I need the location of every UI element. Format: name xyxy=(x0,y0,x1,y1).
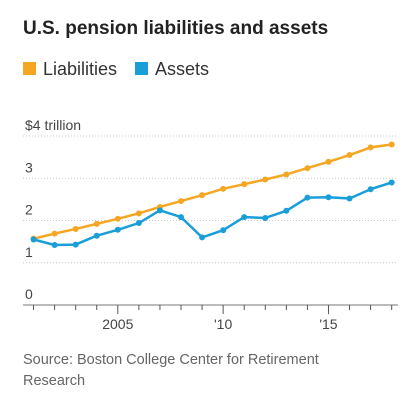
y-tick-label-3: 3 xyxy=(25,159,33,175)
legend-label-assets: Assets xyxy=(155,59,209,79)
series-line-liabilities xyxy=(33,143,392,240)
data-point-liabilities-2016 xyxy=(346,152,353,159)
series-liabilities xyxy=(30,141,395,242)
chart-title: U.S. pension liabilities and assets xyxy=(23,18,328,39)
data-point-assets-2003 xyxy=(72,241,79,248)
data-point-liabilities-2012 xyxy=(262,176,269,183)
data-point-assets-2015 xyxy=(325,194,332,201)
data-point-liabilities-2003 xyxy=(72,225,79,232)
data-point-assets-2006 xyxy=(135,220,142,227)
y-tick-label-4: $4 trillion xyxy=(25,117,81,133)
data-point-liabilities-2004 xyxy=(93,220,100,227)
grid: 0 1 2 3 $4 trillion xyxy=(23,117,398,302)
x-axis: 2005 '10 '15 xyxy=(23,304,398,332)
data-point-liabilities-2009 xyxy=(199,192,206,199)
data-point-liabilities-2010 xyxy=(220,185,227,192)
x-tick-label-2015: '15 xyxy=(319,316,337,332)
data-point-assets-2005 xyxy=(114,226,121,233)
data-point-liabilities-2018 xyxy=(388,141,395,148)
y-tick-label-2: 2 xyxy=(25,202,33,218)
legend-swatch-assets xyxy=(135,62,148,75)
data-point-assets-2001 xyxy=(30,236,37,243)
data-point-liabilities-2011 xyxy=(241,181,248,188)
data-point-assets-2017 xyxy=(367,186,374,193)
y-tick-label-1: 1 xyxy=(25,244,33,260)
data-point-liabilities-2015 xyxy=(325,158,332,165)
data-point-liabilities-2002 xyxy=(51,230,58,237)
source-line-1: Source: Boston College Center for Retire… xyxy=(23,352,319,368)
data-point-assets-2010 xyxy=(220,227,227,234)
legend-item-liabilities: Liabilities xyxy=(23,59,117,79)
data-point-assets-2008 xyxy=(178,214,185,221)
data-point-assets-2004 xyxy=(93,232,100,239)
x-tick-label-2010: '10 xyxy=(214,316,232,332)
data-point-assets-2007 xyxy=(156,207,163,214)
data-point-assets-2016 xyxy=(346,195,353,202)
data-point-assets-2013 xyxy=(283,207,290,214)
series-assets xyxy=(30,179,395,249)
data-point-liabilities-2014 xyxy=(304,165,311,172)
legend-label-liabilities: Liabilities xyxy=(43,59,117,79)
source-line-2: Research xyxy=(23,373,85,389)
data-point-assets-2002 xyxy=(51,242,58,249)
data-point-assets-2018 xyxy=(388,179,395,186)
legend-item-assets: Assets xyxy=(135,59,209,79)
legend: Liabilities Assets xyxy=(23,59,209,79)
data-point-liabilities-2006 xyxy=(135,210,142,217)
legend-swatch-liabilities xyxy=(23,62,36,75)
y-tick-label-0: 0 xyxy=(25,286,33,302)
series-line-assets xyxy=(33,181,393,247)
x-tick-label-2005: 2005 xyxy=(102,316,133,332)
data-point-assets-2011 xyxy=(241,214,248,221)
plot-area xyxy=(30,141,395,249)
data-point-assets-2009 xyxy=(199,234,206,241)
data-point-liabilities-2017 xyxy=(367,144,374,151)
data-point-assets-2014 xyxy=(304,194,311,201)
data-point-liabilities-2005 xyxy=(114,215,121,222)
data-point-liabilities-2013 xyxy=(283,171,290,178)
data-point-assets-2012 xyxy=(262,214,269,221)
data-point-liabilities-2008 xyxy=(178,198,185,205)
